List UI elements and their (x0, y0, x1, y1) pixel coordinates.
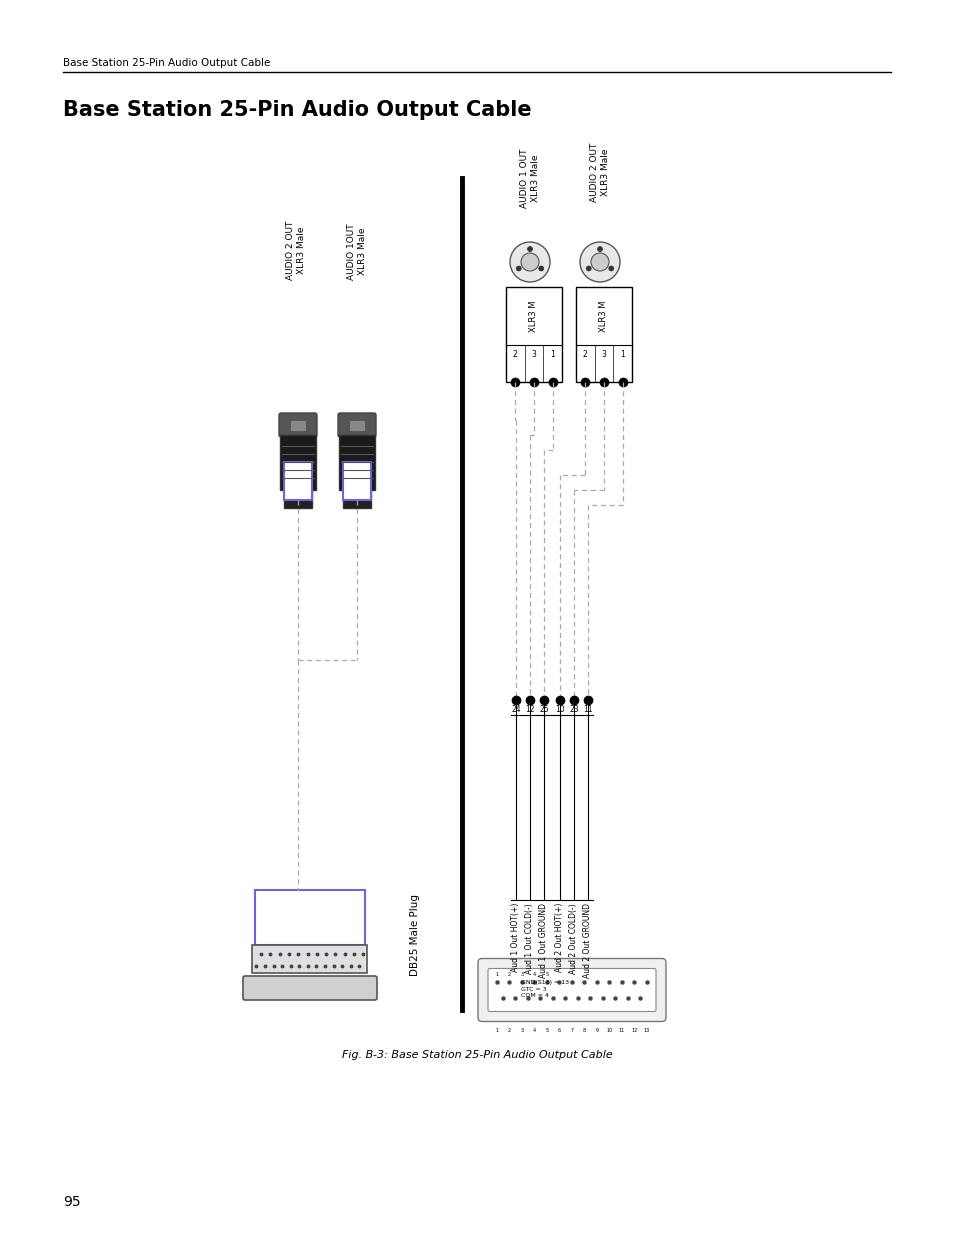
Text: 9: 9 (595, 1028, 598, 1032)
FancyBboxPatch shape (488, 968, 656, 1011)
Text: 12: 12 (525, 705, 535, 714)
Text: 1: 1 (495, 972, 498, 977)
Text: 10: 10 (555, 705, 564, 714)
Text: Aud 1 Out HOT(+): Aud 1 Out HOT(+) (511, 903, 520, 972)
Text: 3: 3 (520, 1028, 523, 1032)
Text: 2: 2 (513, 350, 517, 359)
Text: 13: 13 (643, 1028, 649, 1032)
Text: 10: 10 (606, 1028, 612, 1032)
Text: Fig. B-3: Base Station 25-Pin Audio Output Cable: Fig. B-3: Base Station 25-Pin Audio Outp… (341, 1050, 612, 1060)
Text: AUDIO 2 OUT
XLR3 Male: AUDIO 2 OUT XLR3 Male (286, 221, 306, 280)
Circle shape (527, 247, 532, 252)
Text: AUDIO 1OUT
XLR3 Male: AUDIO 1OUT XLR3 Male (347, 224, 367, 280)
Text: 2: 2 (507, 1028, 511, 1032)
FancyBboxPatch shape (278, 412, 316, 437)
Text: 2: 2 (582, 350, 587, 359)
Text: 2: 2 (507, 972, 511, 977)
Bar (253, 945, 367, 973)
Text: Base Station 25-Pin Audio Output Cable: Base Station 25-Pin Audio Output Cable (63, 100, 531, 120)
Text: 12: 12 (631, 1028, 637, 1032)
Text: AUDIO 2 OUT
XLR3 Male: AUDIO 2 OUT XLR3 Male (589, 142, 609, 203)
Circle shape (590, 253, 608, 270)
Text: Aud 2 Out COLD(-): Aud 2 Out COLD(-) (569, 903, 578, 973)
Bar (505, 287, 561, 382)
Text: GND(S13) = 13
GTC = 3
COM = 4: GND(S13) = 13 GTC = 3 COM = 4 (520, 981, 569, 998)
Text: 8: 8 (582, 1028, 585, 1032)
Text: 11: 11 (618, 1028, 624, 1032)
Circle shape (586, 266, 591, 270)
Bar (280, 435, 315, 490)
Text: AUDIO 1 OUT
XLR3 Male: AUDIO 1 OUT XLR3 Male (519, 148, 539, 207)
Circle shape (579, 242, 619, 282)
Circle shape (510, 242, 550, 282)
FancyBboxPatch shape (243, 976, 376, 1000)
FancyBboxPatch shape (337, 412, 375, 437)
Circle shape (520, 253, 538, 270)
Text: 23: 23 (569, 705, 578, 714)
Text: DB25 Male Plug: DB25 Male Plug (410, 894, 419, 976)
Text: Aud 2 Out HOT(+): Aud 2 Out HOT(+) (555, 903, 564, 972)
Text: 24: 24 (511, 705, 520, 714)
Text: 4: 4 (533, 1028, 536, 1032)
Text: XLR3 M: XLR3 M (529, 300, 537, 332)
Text: 3: 3 (531, 350, 536, 359)
Text: 11: 11 (582, 705, 592, 714)
Text: XLR3 M: XLR3 M (598, 300, 608, 332)
Bar (350, 421, 364, 430)
Text: 3: 3 (520, 972, 523, 977)
Bar (338, 435, 375, 490)
Text: 5: 5 (545, 1028, 548, 1032)
Circle shape (597, 247, 602, 252)
Text: Aud 2 Out GROUND: Aud 2 Out GROUND (583, 903, 592, 978)
Text: 6: 6 (558, 1028, 560, 1032)
Text: 25: 25 (538, 705, 548, 714)
FancyBboxPatch shape (477, 958, 665, 1021)
Bar (284, 462, 312, 500)
Text: 7: 7 (570, 1028, 573, 1032)
Text: 95: 95 (63, 1195, 81, 1209)
Text: Aud 1 Out GROUND: Aud 1 Out GROUND (539, 903, 548, 978)
Circle shape (538, 266, 543, 270)
Text: 4: 4 (533, 972, 536, 977)
Text: Base Station 25-Pin Audio Output Cable: Base Station 25-Pin Audio Output Cable (63, 58, 270, 68)
Circle shape (608, 266, 613, 270)
Text: 3: 3 (601, 350, 606, 359)
Bar (254, 890, 365, 945)
Text: 5: 5 (545, 972, 548, 977)
Bar (291, 421, 305, 430)
Circle shape (516, 266, 520, 270)
Bar (343, 462, 371, 500)
Text: Aud 1 Out COLD(-): Aud 1 Out COLD(-) (525, 903, 534, 973)
Text: 1: 1 (550, 350, 555, 359)
Text: 1: 1 (495, 1028, 498, 1032)
Text: 1: 1 (619, 350, 624, 359)
Bar (343, 490, 371, 508)
Bar (284, 490, 312, 508)
Bar (576, 287, 631, 382)
